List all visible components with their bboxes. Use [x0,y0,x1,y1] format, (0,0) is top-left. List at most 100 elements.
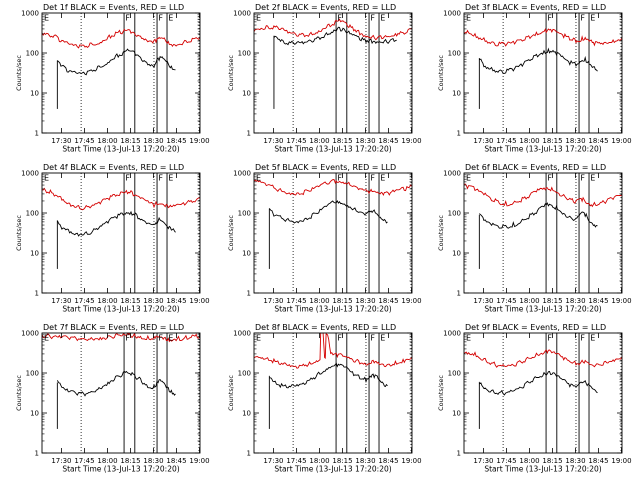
x-tick-label: 18:30 [565,297,585,305]
x-tick-label: 18:00 [309,457,329,465]
series-line-lld [464,183,622,208]
x-tick-label: 18:15 [332,297,352,305]
y-tick-label: 10 [452,250,461,258]
y-axis-label: Counts/sec [437,55,445,91]
x-tick-label: 18:45 [166,297,186,305]
x-tick-label: 17:45 [286,297,306,305]
x-tick-label: 17:30 [263,137,283,145]
panel-title: Det 8f BLACK = Events, RED = LLD [255,323,396,332]
y-tick-label: 10 [452,90,461,98]
x-axis-label: Start Time (13-Jul-13 17:20:20) [484,305,601,314]
series-line-lld [254,333,412,369]
flag-label: F [547,334,552,343]
flag-label: E [590,174,595,183]
y-tick-label: 1000 [443,10,461,18]
x-tick-label: 18:45 [588,457,608,465]
x-tick-label: 19:00 [611,297,631,305]
detector-panel-7: Det 7f BLACK = Events, RED = LLD 1 10 100 10… [15,323,210,474]
x-tick-label: 19:00 [189,137,209,145]
x-tick-label: 18:00 [309,297,329,305]
detector-panel-1: Det 1f BLACK = Events, RED = LLD 1 10 100 10… [15,3,210,154]
flag-label: E [380,334,385,343]
x-tick-label: 18:30 [565,457,585,465]
x-tick-label: 18:00 [309,137,329,145]
flag-label: E [466,14,471,23]
x-tick-label: 18:30 [355,457,375,465]
y-axis-label: Counts/sec [227,375,235,411]
detector-panel-4: Det 4f BLACK = Events, RED = LLD 1 10 100 10… [15,163,210,314]
panel-title: Det 2f BLACK = Events, RED = LLD [255,3,396,12]
flag-label: E [256,14,261,23]
x-tick-label: 17:45 [496,297,516,305]
series-line-events [56,210,176,237]
x-tick-label: 18:30 [355,297,375,305]
x-axis-label: Start Time (13-Jul-13 17:20:20) [484,465,601,474]
y-tick-label: 1000 [21,330,39,338]
y-tick-label: 1000 [21,10,39,18]
flag-label: E [44,14,49,23]
x-tick-label: 18:30 [143,457,163,465]
flag-label: E [256,334,261,343]
y-tick-label: 10 [242,250,251,258]
x-tick-label: 17:45 [496,457,516,465]
x-tick-label: 18:15 [542,297,562,305]
y-tick-label: 1 [35,290,39,298]
flag-label: F [547,14,552,23]
x-tick-label: 19:00 [189,297,209,305]
flag-label: E [256,174,261,183]
x-tick-label: 18:45 [588,137,608,145]
x-axis-label: Start Time (13-Jul-13 17:20:20) [274,145,391,154]
x-tick-label: 18:15 [120,297,140,305]
y-axis-label: Counts/sec [227,215,235,251]
x-tick-label: 18:45 [166,457,186,465]
x-tick-label: 19:00 [611,137,631,145]
x-tick-label: 17:45 [74,457,94,465]
panel-title: Det 4f BLACK = Events, RED = LLD [43,163,184,172]
x-tick-label: 18:15 [542,457,562,465]
series-line-events [479,202,598,229]
x-tick-label: 17:45 [496,137,516,145]
series-line-events [56,370,176,397]
flag-label: F [158,14,163,23]
flag-label: F [125,14,130,23]
x-tick-label: 19:00 [401,137,421,145]
series-line-events [479,370,598,396]
series-line-lld [42,28,200,49]
series-line-events [479,47,598,74]
flag-label: F [580,14,585,23]
flag-label: F [158,334,163,343]
x-tick-label: 18:00 [97,297,117,305]
y-axis-label: Counts/sec [437,215,445,251]
x-tick-label: 18:15 [332,137,352,145]
series-line-events [57,48,176,76]
x-tick-label: 17:45 [74,297,94,305]
y-tick-label: 1 [457,130,461,138]
panel-title: Det 7f BLACK = Events, RED = LLD [43,323,184,332]
y-axis-label: Counts/sec [15,215,23,251]
y-tick-label: 100 [238,210,251,218]
x-tick-label: 19:00 [401,457,421,465]
detector-panel-6: Det 6f BLACK = Events, RED = LLD 1 10 100 10… [437,163,632,314]
x-tick-label: 18:45 [588,297,608,305]
x-tick-label: 17:30 [51,297,71,305]
y-tick-label: 1 [247,130,251,138]
x-tick-label: 17:30 [473,137,493,145]
flag-label: F [580,334,585,343]
y-axis-label: Counts/sec [437,375,445,411]
flag-label: E [168,334,173,343]
y-tick-label: 100 [238,370,251,378]
y-tick-label: 1000 [233,10,251,18]
series-line-events [269,362,388,389]
series-line-lld [464,28,622,47]
panel-title: Det 1f BLACK = Events, RED = LLD [43,3,184,12]
plot-frame [41,332,201,454]
x-tick-label: 19:00 [611,457,631,465]
y-tick-label: 100 [448,210,461,218]
y-tick-label: 1 [35,450,39,458]
y-tick-label: 1000 [443,170,461,178]
detector-panel-8: Det 8f BLACK = Events, RED = LLD 1 10 100 10… [227,323,422,474]
x-tick-label: 18:30 [355,137,375,145]
y-tick-label: 10 [30,410,39,418]
y-tick-label: 1 [457,290,461,298]
flag-label: F [125,334,130,343]
